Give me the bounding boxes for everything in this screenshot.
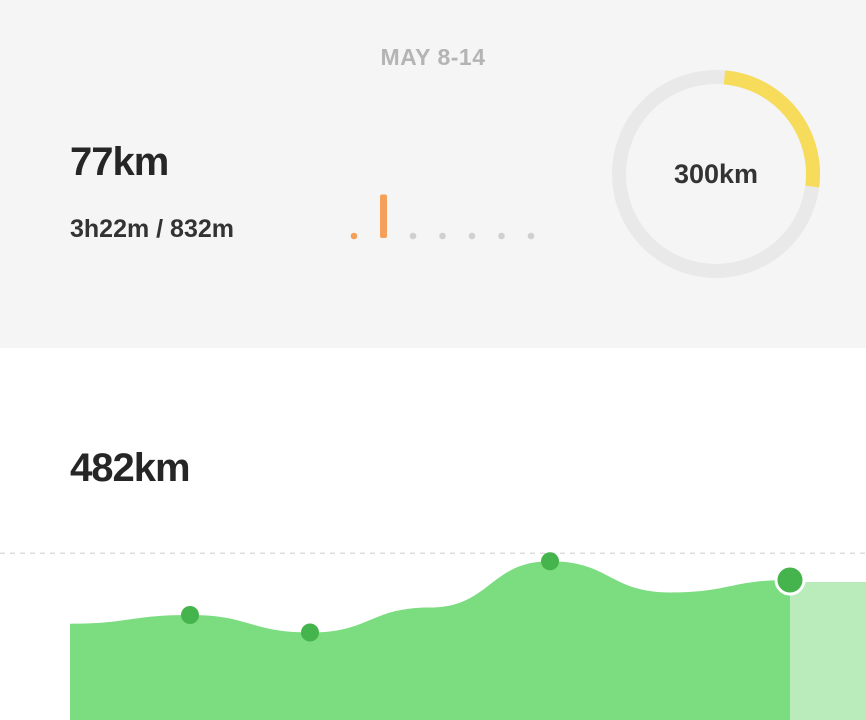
daily-dot xyxy=(409,232,417,240)
daily-activity-bars xyxy=(350,194,535,240)
week-time-elevation: 3h22m / 832m xyxy=(70,215,234,243)
week-distance-value: 77km xyxy=(70,140,169,184)
chart-data-point xyxy=(541,552,559,571)
daily-dot xyxy=(468,232,476,240)
distance-trend-chart xyxy=(0,552,866,720)
chart-current-point[interactable] xyxy=(774,564,806,596)
weekly-goal-label: 300km xyxy=(673,158,759,189)
chart-area xyxy=(70,561,790,720)
chart-data-point xyxy=(301,623,319,642)
total-distance-value: 482km xyxy=(70,446,191,490)
daily-dot xyxy=(350,232,358,240)
week-summary-card[interactable]: MAY 8-14 77km 3h22m / 832m 300km xyxy=(0,0,866,348)
chart-future-area xyxy=(790,582,866,720)
daily-bar xyxy=(380,194,387,238)
daily-dot xyxy=(498,232,505,240)
daily-dot xyxy=(439,232,446,240)
weekly-goal-ring xyxy=(612,70,820,278)
week-range-label: MAY 8-14 xyxy=(380,44,486,70)
chart-data-point xyxy=(181,606,199,624)
daily-dot xyxy=(527,232,535,240)
total-distance-card[interactable]: 482km xyxy=(0,348,866,720)
